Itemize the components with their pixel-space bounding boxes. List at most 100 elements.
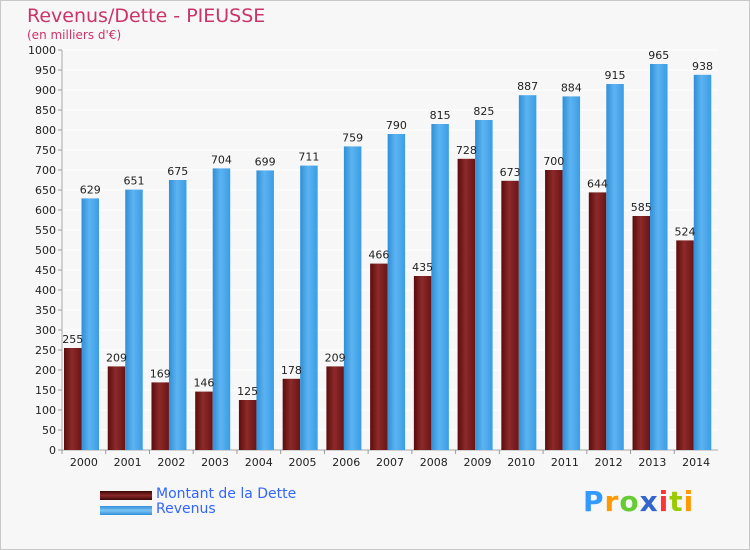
x-tick-label: 2008: [420, 456, 448, 469]
x-axis-ticks: 2000 2001 2002 2003 2004 2005 2006 2007 2008 2009…: [61, 450, 710, 469]
logo-letter: P: [583, 485, 605, 518]
y-tick-label: 700: [35, 164, 56, 177]
debt-value-label: 466: [368, 249, 389, 262]
revenue-bar: [650, 64, 668, 450]
debt-value-label: 673: [500, 166, 521, 179]
debt-bar: [282, 378, 301, 450]
y-tick-label: 400: [35, 284, 56, 297]
revenue-bar: [431, 124, 449, 450]
debt-value-label: 146: [193, 377, 214, 390]
revenue-bar: [168, 180, 187, 450]
debt-bar: [632, 216, 651, 450]
revenue-value-label: 815: [430, 109, 451, 122]
revenue-bar: [518, 95, 537, 450]
data-labels: 255 629 209 651 169 675 146 704 125 699 178 711 209 7…: [62, 49, 713, 398]
y-tick-label: 1000: [28, 44, 56, 57]
y-tick-label: 900: [35, 84, 56, 97]
revenue-value-label: 704: [211, 153, 232, 166]
x-tick-label: 2009: [463, 456, 491, 469]
x-tick-label: 2003: [201, 456, 229, 469]
revenue-bar: [125, 189, 143, 450]
debt-value-label: 178: [281, 364, 302, 377]
x-tick-label: 2013: [638, 456, 666, 469]
revenue-bar: [562, 96, 581, 451]
legend-label-debt: Montant de la Dette: [156, 486, 297, 502]
y-tick-label: 0: [49, 444, 56, 457]
y-axis-ticks: 0 50 100 150 200 250 300 350 400 450 500 550 600 650 7…: [28, 44, 56, 457]
debt-value-label: 644: [587, 177, 608, 190]
x-tick-label: 2012: [595, 456, 623, 469]
y-tick-label: 250: [35, 344, 56, 357]
y-tick-label: 50: [42, 424, 56, 437]
legend-swatch-revenue: [100, 506, 152, 515]
revenue-value-label: 759: [342, 131, 363, 144]
logo-letter: x: [639, 485, 659, 518]
revenue-value-label: 938: [692, 60, 713, 73]
y-tick-label: 500: [35, 244, 56, 257]
chart-title: Revenus/Dette - PIEUSSE: [27, 5, 266, 27]
revenue-bar: [256, 170, 274, 450]
debt-bar: [545, 170, 563, 450]
y-tick-label: 650: [35, 184, 56, 197]
logo-letter: i: [683, 485, 695, 518]
y-tick-label: 200: [35, 364, 56, 377]
debt-value-label: 125: [237, 385, 258, 398]
debt-bar: [370, 263, 388, 450]
revenue-value-label: 651: [123, 175, 144, 188]
debt-value-label: 209: [325, 351, 346, 364]
debt-bar: [588, 192, 607, 450]
legend-swatch-debt: [100, 491, 152, 500]
revenue-value-label: 711: [298, 151, 319, 164]
debt-value-label: 728: [456, 144, 477, 157]
revenue-bar: [343, 146, 362, 450]
debt-bar: [501, 180, 519, 451]
revenue-bar: [387, 134, 406, 450]
revenue-value-label: 675: [167, 165, 188, 178]
logo-letter: i: [658, 485, 670, 518]
debt-value-label: 169: [150, 367, 171, 380]
x-tick-label: 2011: [551, 456, 579, 469]
x-tick-label: 2005: [289, 456, 317, 469]
revenue-value-label: 825: [473, 105, 494, 118]
y-tick-label: 550: [35, 224, 56, 237]
debt-value-label: 524: [675, 225, 696, 238]
debt-bar: [107, 366, 126, 450]
debt-value-label: 700: [543, 155, 564, 168]
revenue-bar: [212, 168, 231, 450]
revenue-bar: [81, 198, 99, 450]
bars: [64, 64, 712, 451]
logo-letter: o: [619, 485, 640, 518]
x-tick-label: 2007: [376, 456, 404, 469]
debt-bar: [151, 382, 169, 450]
revenue-value-label: 965: [648, 49, 669, 62]
revenue-value-label: 915: [605, 69, 626, 82]
revenue-value-label: 887: [517, 80, 538, 93]
y-tick-label: 800: [35, 124, 56, 137]
debt-value-label: 435: [412, 261, 433, 274]
y-tick-label: 750: [35, 144, 56, 157]
x-tick-label: 2004: [245, 456, 273, 469]
debt-value-label: 209: [106, 351, 127, 364]
debt-bar: [195, 391, 213, 450]
revenue-value-label: 790: [386, 119, 407, 132]
logo-letter: t: [669, 485, 684, 518]
legend-label-revenue: Revenus: [156, 501, 216, 517]
revenue-value-label: 884: [561, 81, 582, 94]
logo-letter: r: [604, 485, 620, 518]
debt-bar: [64, 348, 82, 450]
revenue-bar: [693, 74, 712, 451]
debt-value-label: 585: [631, 201, 652, 214]
debt-bar: [676, 240, 694, 450]
y-tick-label: 600: [35, 204, 56, 217]
debt-bar: [457, 158, 476, 451]
debt-bar: [238, 400, 257, 450]
x-tick-label: 2002: [157, 456, 185, 469]
y-tick-label: 850: [35, 104, 56, 117]
revenue-bar: [606, 84, 624, 450]
x-tick-label: 2000: [70, 456, 98, 469]
revenue-value-label: 629: [80, 183, 101, 196]
proxiti-logo: Proxiti: [583, 485, 694, 518]
y-tick-label: 950: [35, 64, 56, 77]
y-tick-label: 450: [35, 264, 56, 277]
